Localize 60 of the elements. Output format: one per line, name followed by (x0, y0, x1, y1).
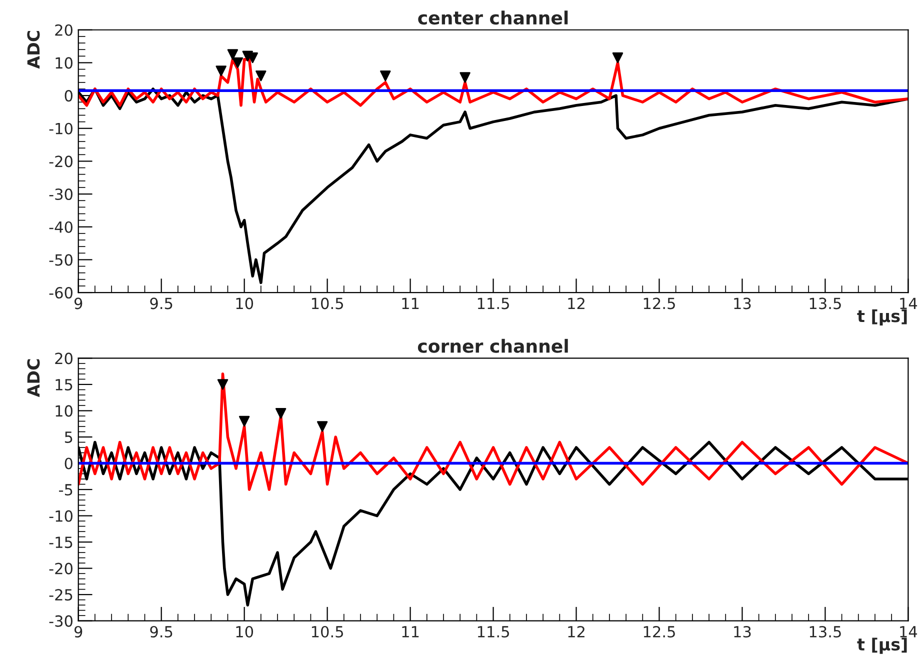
y-tick-label: -5 (59, 484, 72, 496)
x-tick-label: 9 (74, 626, 82, 638)
y-tick-label: 20 (55, 24, 72, 36)
y-tick-label: 15 (56, 379, 72, 390)
chart-title: center channel (418, 10, 568, 25)
x-axis-title: t [µs] (857, 309, 907, 326)
y-tick-label: -60 (49, 286, 72, 299)
x-tick-label: 12.5 (644, 626, 675, 638)
y-axis-title: ADC (27, 359, 40, 398)
x-tick-label: 14 (900, 626, 918, 638)
y-tick-label: 10 (56, 405, 72, 417)
x-tick-label: 13.5 (810, 626, 841, 638)
y-tick-label: 0 (64, 458, 72, 470)
point (216, 66, 226, 76)
x-tick-label: 12 (568, 626, 584, 638)
x-tick-label: 10 (236, 626, 254, 638)
y-tick-label: -15 (49, 536, 72, 548)
y-tick-label: 20 (55, 352, 72, 364)
y-tick-label: 10 (56, 57, 72, 69)
y-tick-label: -30 (49, 188, 72, 200)
x-tick-label: 13 (734, 626, 751, 638)
y-tick-label: -40 (49, 221, 72, 233)
point (238, 416, 250, 427)
x-tick-label: 14 (900, 298, 918, 309)
point (232, 57, 244, 68)
y-tick-label: 5 (64, 432, 72, 444)
y-tick-label: 0 (64, 90, 72, 102)
y-tick-label: -10 (49, 510, 72, 522)
y-tick-label: -10 (49, 122, 72, 134)
x-tick-label: 13 (734, 298, 751, 310)
x-tick-label: 11 (402, 626, 419, 638)
x-tick-label: 13.5 (810, 298, 841, 310)
y-tick-label: -20 (49, 156, 72, 168)
x-tick-label: 11.5 (478, 626, 509, 638)
x-tick-label: 9 (74, 298, 82, 310)
x-tick-label: 11 (402, 298, 419, 309)
line-series (78, 372, 908, 491)
x-tick-label: 10.5 (312, 298, 343, 310)
x-tick-label: 10.5 (312, 626, 343, 638)
y-tick-label: -20 (49, 562, 72, 574)
point (275, 408, 286, 419)
point (460, 72, 470, 83)
x-tick-label: 12 (568, 298, 584, 309)
y-tick-label: -30 (49, 615, 72, 627)
point (256, 70, 266, 82)
point (612, 52, 624, 64)
x-tick-label: 9.5 (150, 626, 172, 638)
y-tick-label: -50 (49, 254, 72, 266)
x-tick-label: 10 (236, 298, 254, 310)
x-axis-title: t [µs] (857, 638, 907, 654)
point (217, 379, 228, 390)
x-tick-label: 9.5 (150, 298, 172, 310)
x-tick-label: 12.5 (644, 298, 675, 310)
x-tick-label: 11.5 (478, 298, 509, 310)
y-tick-label: -25 (49, 589, 72, 601)
point (380, 70, 391, 82)
point (227, 49, 238, 60)
chart-title: corner channel (418, 338, 568, 353)
point (316, 421, 328, 432)
y-axis-title: ADC (27, 30, 40, 69)
